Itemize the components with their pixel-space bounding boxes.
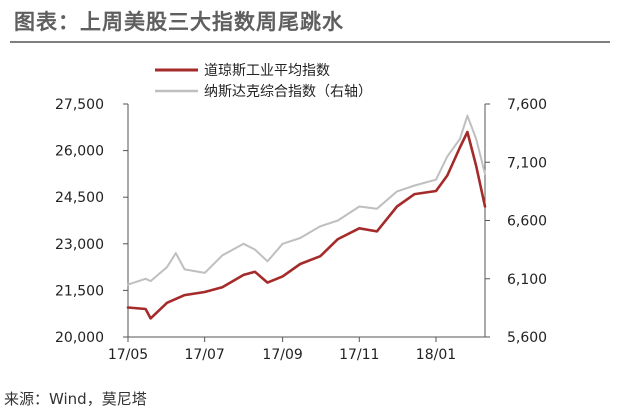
y-right-tick-label: 5,600 [507, 330, 547, 346]
chart-series [126, 114, 487, 320]
chart-title: 图表：上周美股三大指数周尾跳水 [14, 10, 344, 34]
source-note: 来源：Wind，莫尼塔 [4, 390, 147, 408]
chart-axes: 20,000 21,500 23,000 24,500 26,000 27,500 5,60… [55, 97, 547, 363]
y-left-tick-label: 20,000 [55, 330, 104, 346]
y-right-tick-label: 7,100 [507, 155, 547, 171]
x-tick-label: 17/11 [339, 347, 379, 363]
legend-label-0: 道琼斯工业平均指数 [204, 63, 330, 79]
y-left-tick-label: 27,500 [55, 97, 104, 113]
y-left-tick-label: 23,000 [55, 237, 104, 253]
x-tick-label: 17/09 [262, 347, 302, 363]
y-right-tick-label: 6,600 [507, 214, 547, 230]
y-left-tick-label: 21,500 [55, 283, 104, 299]
x-tick-label: 17/07 [184, 347, 224, 363]
y-right-tick-label: 6,100 [507, 272, 547, 288]
x-tick-label: 18/01 [416, 347, 456, 363]
y-left-tick-label: 26,000 [55, 144, 104, 160]
legend-label-1: 纳斯达克综合指数（右轴） [204, 84, 372, 100]
series-line-nasdaq [127, 114, 486, 286]
series-line-dow [126, 130, 487, 320]
y-right-tick-label: 7,600 [507, 97, 547, 113]
y-left-tick-label: 24,500 [55, 190, 104, 206]
title-divider [10, 41, 610, 43]
x-tick-label: 17/05 [108, 347, 148, 363]
